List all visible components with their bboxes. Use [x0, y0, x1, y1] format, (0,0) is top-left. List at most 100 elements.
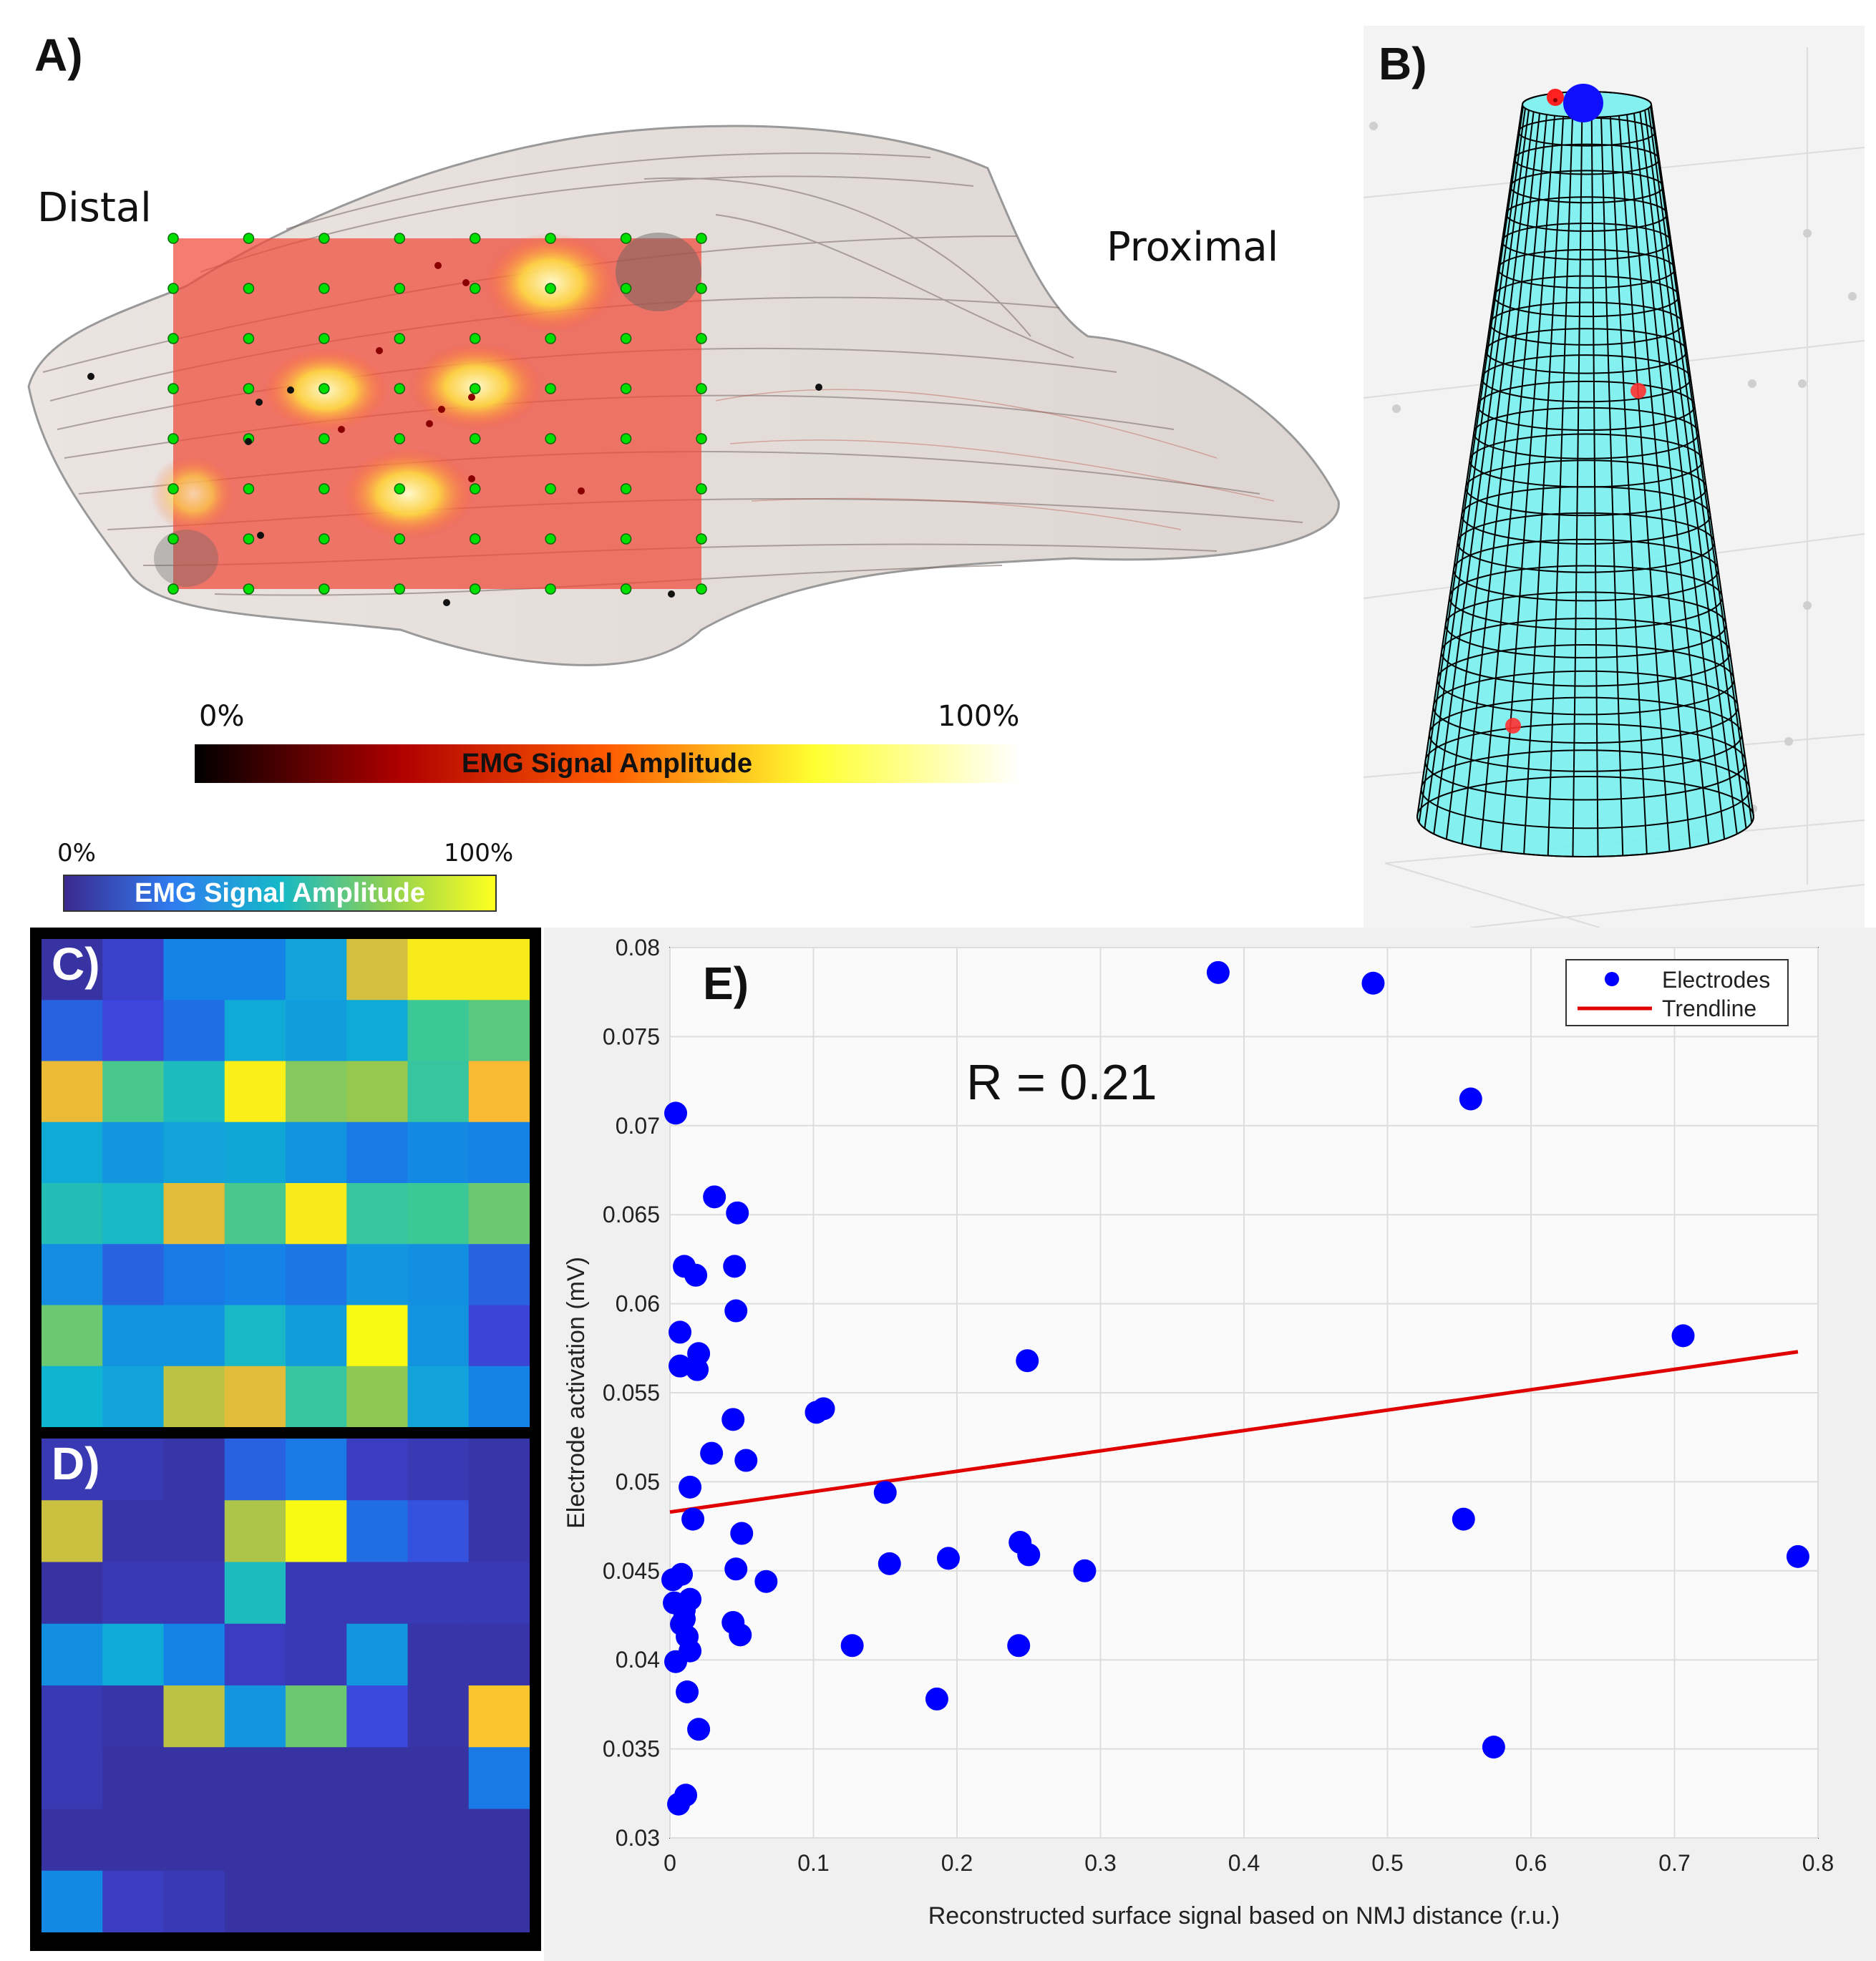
electrode-dot: [696, 233, 707, 244]
heatmap-cell: [346, 1747, 408, 1809]
heatmap-cell: [407, 1685, 470, 1748]
electrode-dot: [696, 483, 707, 495]
cone-spoke: [1590, 117, 1599, 857]
proximal-label: Proximal: [1107, 224, 1279, 271]
panel-c-letter: C): [52, 938, 100, 990]
heatmap-cell: [102, 1183, 164, 1245]
electrode-point: [1671, 1324, 1695, 1348]
heatmap-cell: [286, 1061, 347, 1123]
heatmap-cell: [102, 939, 164, 1001]
trendline-line: [669, 1350, 1799, 1514]
electrode-dot: [545, 333, 556, 344]
electrode-grid: [167, 233, 707, 595]
electrode-dot: [696, 283, 707, 294]
colorbar-a: EMG Signal Amplitude: [195, 744, 1019, 783]
electrode-point: [669, 1354, 692, 1378]
electrode-dot: [167, 333, 179, 344]
electrode-dot: [545, 383, 556, 394]
electrode-dot: [319, 283, 330, 294]
colorbar-cd-min-label: 0%: [57, 839, 96, 867]
electrode-dot: [620, 333, 632, 344]
y-tick-label: 0.08: [616, 935, 660, 960]
electrode-dot: [545, 583, 556, 595]
heatmap-cell: [407, 939, 470, 1001]
electrode-point: [1016, 1349, 1039, 1373]
heatmap-cell: [468, 1747, 530, 1809]
electrode-point: [840, 1634, 864, 1658]
electrode-point: [730, 1522, 754, 1545]
electrode-dot: [243, 533, 255, 545]
heatmap-cell: [42, 1809, 103, 1872]
electrode-dot: [394, 233, 406, 244]
electrode-dot: [243, 383, 255, 394]
electrode-point: [873, 1481, 897, 1504]
heatmap-cell: [42, 1439, 103, 1501]
x-tick-label: 0.4: [1228, 1850, 1260, 1876]
y-tick-label: 0.075: [603, 1023, 660, 1049]
heatmap-cell: [224, 1244, 286, 1305]
electrode-point: [664, 1650, 688, 1673]
colorbar-cd-max-label: 100%: [444, 839, 514, 867]
heatmap-cell: [224, 1500, 286, 1562]
heatmap-cell: [468, 1000, 530, 1061]
cone-spoke: [1633, 113, 1710, 845]
heatmap-cell: [224, 1183, 286, 1245]
electrode-dot: [469, 533, 481, 545]
electrode-point: [812, 1397, 835, 1421]
heatmap-cell: [163, 1121, 225, 1184]
heatmap-cell: [163, 1244, 225, 1305]
heatmap-cell: [102, 1305, 164, 1367]
heatmap-cell: [468, 1061, 530, 1123]
heatmap-cell: [163, 1685, 225, 1748]
y-tick-label: 0.055: [603, 1380, 660, 1406]
electrode-point: [878, 1552, 901, 1575]
electrode-dot: [620, 433, 632, 444]
electrode-point: [686, 1358, 709, 1381]
electrode-dot: [620, 533, 632, 545]
electrode-point: [661, 1568, 685, 1592]
cone-spoke: [1479, 114, 1547, 848]
heatmap-cell: [286, 1305, 347, 1367]
panel-b-letter: B): [1379, 38, 1427, 89]
x-tick-label: 0.3: [1084, 1850, 1116, 1876]
electrode-dot: [394, 583, 406, 595]
electrode-dot: [469, 233, 481, 244]
nmj-points: [87, 373, 822, 606]
cone-spoke: [1461, 113, 1541, 845]
panel-d-letter: D): [52, 1438, 100, 1489]
x-tick-label: 0.6: [1515, 1850, 1547, 1876]
electrode-point: [676, 1680, 699, 1703]
heatmap-cell: [407, 1747, 470, 1809]
heatmap-cell: [224, 1809, 286, 1872]
cone-spoke: [1648, 108, 1747, 829]
heatmap-c: [42, 939, 530, 1427]
x-axis-label: Reconstructed surface signal based on NM…: [928, 1902, 1560, 1930]
heatmap-cell: [102, 1439, 164, 1501]
heatmap-cell: [163, 1562, 225, 1625]
electrode-dot: [469, 383, 481, 394]
electrode-dot: [620, 483, 632, 495]
electrode-point: [721, 1408, 745, 1431]
heatmap-cell: [407, 1623, 470, 1686]
electrode-dot: [394, 433, 406, 444]
electrode-dot: [394, 383, 406, 394]
heatmap-cell: [468, 939, 530, 1001]
electrode-dot: [319, 233, 330, 244]
heatmap-cell: [163, 1366, 225, 1427]
y-tick-label: 0.045: [603, 1558, 660, 1584]
electrode-point: [1482, 1736, 1505, 1759]
heatmap-cell: [102, 1562, 164, 1625]
heatmap-cell: [224, 1685, 286, 1748]
heatmap-cell: [468, 1685, 530, 1748]
scatter-chart-e: 0 0.1 0.2 0.3 0.4 0.5 0.6 0.7 0.8 0.030.0350.040…: [544, 928, 1876, 1961]
electrode-dot: [469, 583, 481, 595]
cone-spoke: [1523, 116, 1565, 855]
electrode-dot: [545, 483, 556, 495]
heatmap-cell: [468, 1183, 530, 1245]
heatmap-cell: [468, 1623, 530, 1686]
electrode-dot: [469, 483, 481, 495]
heatmap-cell: [42, 1305, 103, 1367]
colorbar-cd-title: EMG Signal Amplitude: [134, 878, 426, 908]
electrode-point: [667, 1792, 691, 1816]
cone-spoke: [1600, 117, 1624, 856]
